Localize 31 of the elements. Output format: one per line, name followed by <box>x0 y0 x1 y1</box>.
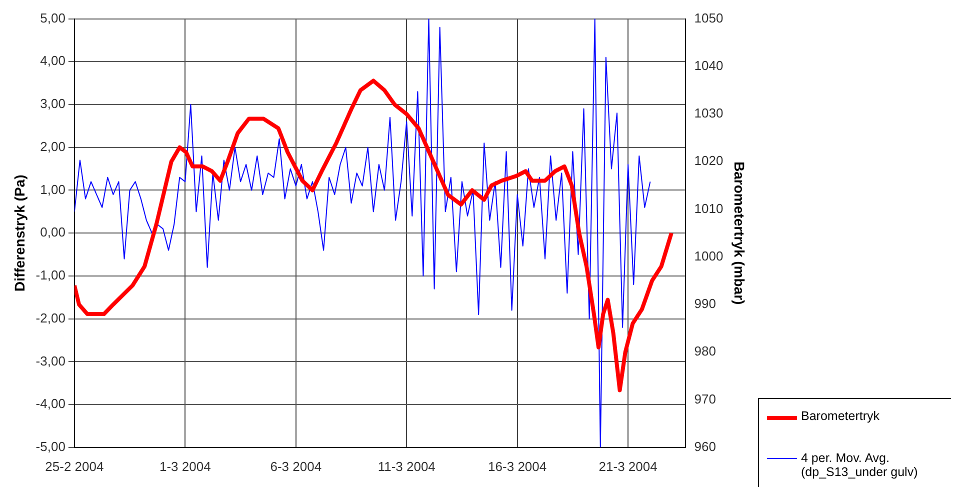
y-tick-label: -2,00 <box>36 310 66 326</box>
y-tick-label: 3,00 <box>40 96 66 112</box>
y2-tick-label: 1040 <box>694 58 724 73</box>
y2-tick-label: 1020 <box>694 153 724 168</box>
y2-tick-label: 1050 <box>694 10 724 26</box>
legend-label: 4 per. Mov. Avg. (dp_S13_under gulv) <box>801 451 919 479</box>
y-tick-label: 0,00 <box>40 224 66 240</box>
x-tick-label: 1-3 2004 <box>159 458 211 474</box>
x-tick-label: 11-3 2004 <box>378 458 436 474</box>
x-tick-label: 16-3 2004 <box>488 458 547 474</box>
x-tick-label: 6-3 2004 <box>270 458 322 474</box>
y2-tick-label: 970 <box>694 391 716 406</box>
y2-tick-label: 1000 <box>694 248 724 264</box>
y-axis-title: Differenstryk (Pa) <box>11 174 28 292</box>
y2-tick-label: 1030 <box>694 106 724 121</box>
y-tick-label: 1,00 <box>40 182 66 197</box>
y2-tick-label: 990 <box>694 296 716 312</box>
y2-tick-label: 980 <box>694 344 716 359</box>
y2-axis-title: Barometertryk (mbar) <box>732 162 748 305</box>
y-tick-label: 5,00 <box>40 10 66 26</box>
x-tick-label: 25-2 2004 <box>45 458 104 474</box>
y2-tick-label: 960 <box>694 438 716 454</box>
y-tick-label: 2,00 <box>40 138 66 154</box>
y2-tick-label: 1010 <box>694 200 724 216</box>
y-tick-label: 4,00 <box>40 53 66 68</box>
y-tick-label: -3,00 <box>36 353 66 368</box>
legend-label: Barometertryk <box>801 409 880 423</box>
y-tick-label: -4,00 <box>36 396 66 412</box>
x-tick-label: 21-3 2004 <box>598 458 658 474</box>
y-tick-label: -5,00 <box>36 438 66 454</box>
y-tick-label: -1,00 <box>36 268 66 283</box>
